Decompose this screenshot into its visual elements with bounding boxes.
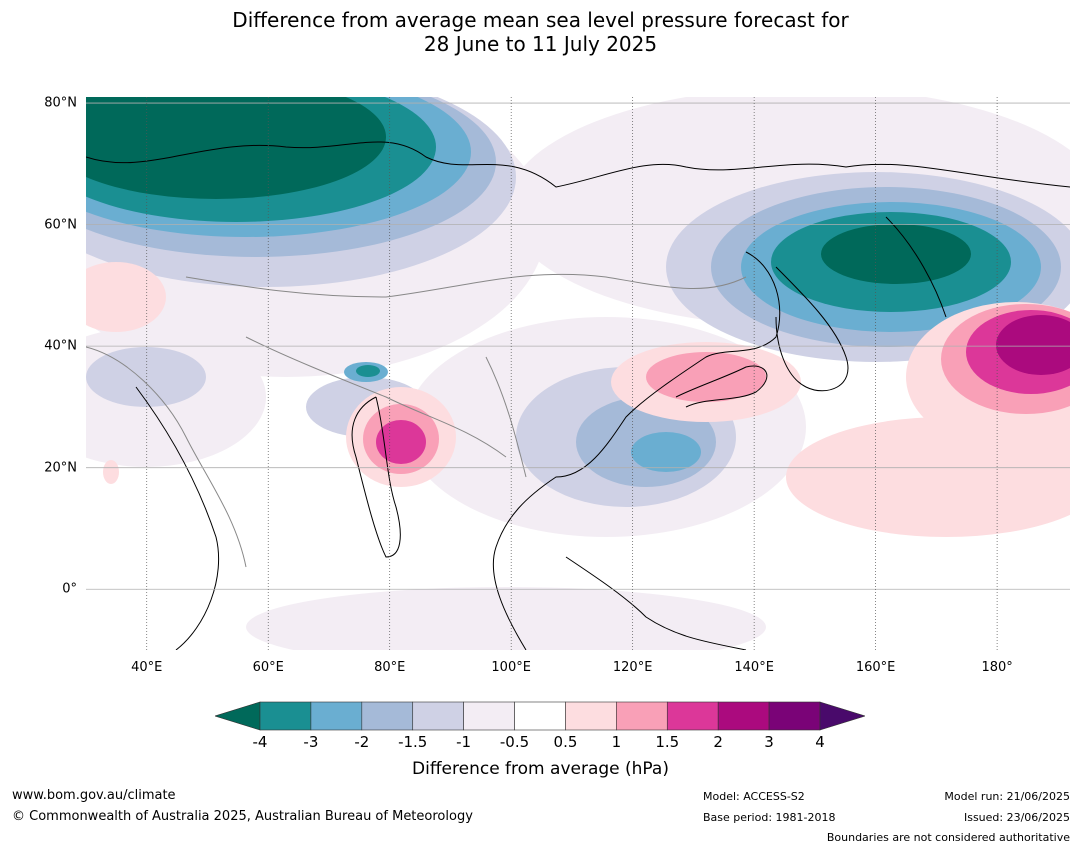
colorbar-swatch-8 bbox=[666, 701, 719, 731]
colorbar-tick-11: 4 bbox=[815, 733, 825, 751]
lon-label-4: 120°E bbox=[612, 660, 653, 675]
footer-model-run: Model run: 21/06/2025 bbox=[944, 790, 1070, 803]
colorbar-swatch-5 bbox=[514, 701, 566, 731]
footer-base-period: Base period: 1981-2018 bbox=[703, 811, 836, 824]
coastlines bbox=[86, 141, 1070, 650]
lon-label-5: 140°E bbox=[734, 660, 774, 675]
colorbar-tick-2: -2 bbox=[354, 733, 370, 751]
colorbar-swatch-6 bbox=[565, 701, 617, 731]
colorbar-tick-9: 2 bbox=[713, 733, 723, 751]
footer-copyright: © Commonwealth of Australia 2025, Austra… bbox=[12, 809, 473, 824]
colorbar-tick-5: -0.5 bbox=[499, 733, 530, 751]
lon-label-3: 100°E bbox=[491, 660, 531, 675]
lon-label-2: 80°E bbox=[374, 660, 406, 675]
colorbar-tick-10: 3 bbox=[764, 733, 774, 751]
lon-label-1: 60°E bbox=[252, 660, 284, 675]
borders bbox=[86, 273, 747, 568]
lat-label-0: 80°N bbox=[44, 95, 77, 111]
colorbar-tick-3: -1.5 bbox=[398, 733, 428, 751]
colorbar-under-arrow bbox=[213, 701, 261, 731]
colorbar-swatch-10 bbox=[768, 701, 821, 731]
lon-label-7: 180° bbox=[981, 660, 1013, 675]
field-plus-two bbox=[996, 315, 1070, 375]
colorbar-swatch-3 bbox=[412, 701, 464, 731]
lon-label-0: 40°E bbox=[131, 660, 163, 675]
colorbar-tick-6: 0.5 bbox=[553, 733, 578, 751]
longitude-gridlines bbox=[146, 97, 998, 650]
map-canvas bbox=[86, 97, 1070, 650]
colorbar bbox=[213, 700, 867, 732]
colorbar-title: Difference from average (hPa) bbox=[412, 759, 669, 779]
title-line-1: Difference from average mean sea level p… bbox=[232, 8, 849, 32]
colorbar-canvas bbox=[213, 701, 867, 731]
colorbar-swatch-4 bbox=[463, 701, 515, 731]
lat-label-2: 40°N bbox=[44, 338, 77, 354]
colorbar-swatch-0 bbox=[259, 701, 312, 731]
colorbar-tick-0: -4 bbox=[252, 733, 268, 751]
title-line-2: 28 June to 11 July 2025 bbox=[423, 32, 658, 56]
footer-url: www.bom.gov.au/climate bbox=[12, 788, 176, 803]
lat-label-3: 20°N bbox=[44, 460, 77, 476]
lat-label-4: 0° bbox=[62, 581, 77, 597]
colorbar-swatch-1 bbox=[310, 701, 363, 731]
colorbar-swatch-7 bbox=[616, 701, 668, 731]
colorbar-swatch-9 bbox=[717, 701, 770, 731]
colorbar-tick-4: -1 bbox=[456, 733, 472, 751]
lat-label-1: 60°N bbox=[44, 217, 77, 233]
pressure-anomaly-map bbox=[86, 97, 1070, 650]
footer-disclaimer: Boundaries are not considered authoritat… bbox=[826, 831, 1070, 844]
latitude-gridlines bbox=[86, 102, 1070, 590]
colorbar-tick-1: -3 bbox=[303, 733, 319, 751]
colorbar-over-arrow bbox=[819, 701, 867, 731]
colorbar-tick-8: 1.5 bbox=[655, 733, 680, 751]
footer-model: Model: ACCESS-S2 bbox=[703, 790, 805, 803]
lon-label-6: 160°E bbox=[855, 660, 896, 675]
chart-title: Difference from average mean sea level p… bbox=[0, 8, 1081, 56]
colorbar-tick-7: 1 bbox=[611, 733, 622, 751]
field-below-minus-four bbox=[86, 97, 971, 284]
colorbar-swatch-2 bbox=[361, 701, 414, 731]
footer-issued: Issued: 23/06/2025 bbox=[963, 811, 1070, 824]
anomaly-fields bbox=[86, 97, 1070, 650]
